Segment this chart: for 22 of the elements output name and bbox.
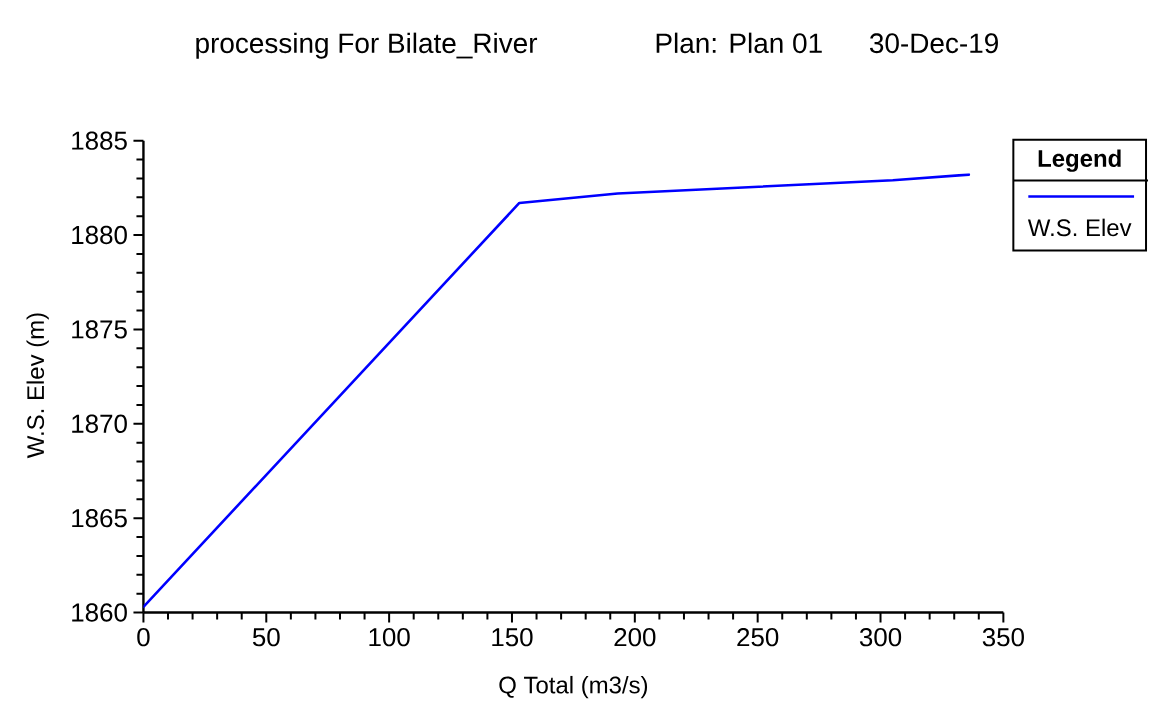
x-tick-label: 50 xyxy=(252,627,280,647)
x-tick-label: 250 xyxy=(737,627,779,647)
line-series xyxy=(143,173,971,609)
x-tick-label: 150 xyxy=(492,627,533,647)
y-tick-label: 1870 xyxy=(72,414,127,433)
x-tick-label: 0 xyxy=(137,627,150,647)
x-tick-label: 300 xyxy=(859,627,902,647)
chart-title: processing For Bilate_River xyxy=(196,32,538,59)
y-tick-label: 1860 xyxy=(72,603,127,622)
y-axis-title: W.S. Elev (m) xyxy=(26,313,49,459)
legend-title: Legend xyxy=(1038,149,1121,172)
text: 30-Dec-19 xyxy=(869,33,998,54)
y-tick-label: 1885 xyxy=(72,131,127,150)
x-tick-label: 100 xyxy=(369,627,410,647)
chart-subtitle: Plan: Plan 01 xyxy=(656,32,822,54)
y-tick-label: 1880 xyxy=(72,225,127,245)
x-tick-label: 350 xyxy=(982,627,1024,647)
x-axis-title: Q Total (m3/s) xyxy=(499,675,648,699)
x-tick-label: 200 xyxy=(614,627,656,647)
y-tick-label: 1875 xyxy=(72,320,127,339)
y-tick-label: 1865 xyxy=(72,508,127,528)
legend-label: W.S. Elev xyxy=(1027,218,1132,237)
